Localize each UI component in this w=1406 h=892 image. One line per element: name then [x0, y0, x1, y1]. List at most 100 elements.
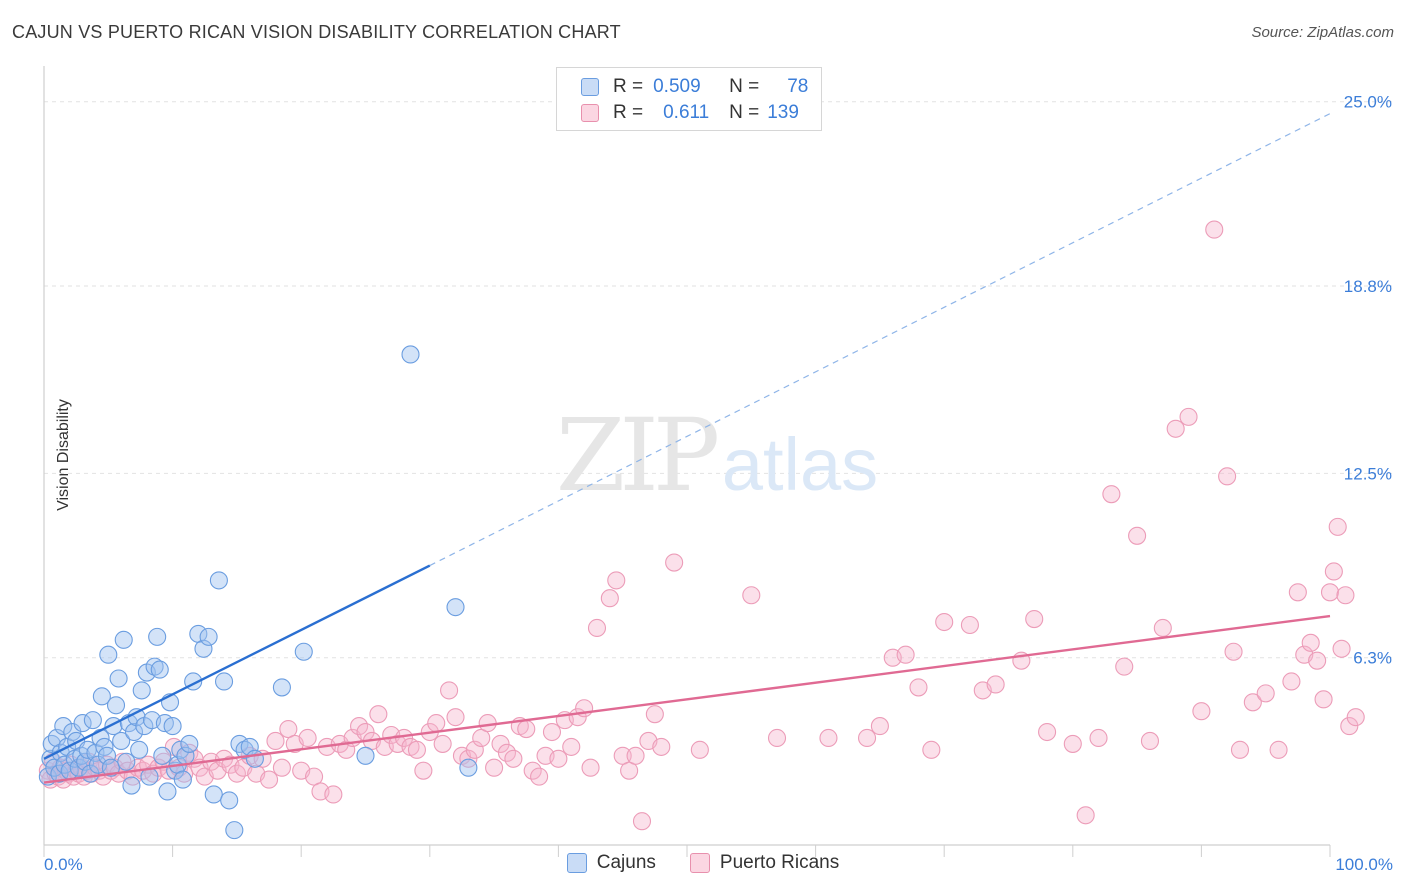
cajun-point: [97, 746, 117, 765]
puerto-rican-point: [530, 767, 549, 786]
cajun-point: [194, 639, 213, 658]
cajun-point: [73, 714, 92, 733]
cajun-point: [214, 672, 234, 691]
legend-row-puerto-ricans: R = 0.611 N = 139: [581, 101, 799, 125]
puerto-rican-point: [407, 740, 426, 759]
series-legend: Cajuns Puerto Ricans: [0, 852, 1406, 874]
cajun-point: [356, 746, 375, 765]
puerto-rican-point: [433, 734, 452, 753]
cajun-point: [63, 722, 82, 742]
legend-item-cajuns[interactable]: Cajuns: [566, 852, 656, 874]
legend-r-label: R =: [613, 76, 644, 97]
cajun-point: [199, 627, 218, 646]
cajun-point: [171, 740, 190, 759]
y-tick-label: 25.0%: [1344, 93, 1392, 112]
puerto-rican-point: [113, 752, 132, 771]
cajun-point: [230, 734, 249, 753]
cajun-point: [180, 734, 199, 753]
legend-r-value-puerto-ricans: 0.611: [663, 102, 710, 123]
cajun-point: [122, 776, 141, 795]
puerto-rican-point: [607, 571, 626, 590]
puerto-rican-point: [1224, 642, 1243, 661]
puerto-rican-point: [562, 737, 581, 756]
cajun-point: [245, 749, 264, 768]
puerto-rican-point: [549, 749, 568, 768]
cajun-point: [54, 717, 73, 736]
cajun-point: [209, 571, 228, 590]
puerto-rican-point: [1115, 657, 1134, 676]
cajun-point: [92, 687, 111, 706]
puerto-rican-point: [1166, 419, 1185, 438]
cajun-point: [294, 642, 313, 661]
puerto-rican-point: [485, 758, 504, 777]
legend-item-puerto-ricans[interactable]: Puerto Ricans: [689, 852, 840, 874]
y-tick-label: 18.8%: [1344, 277, 1392, 296]
puerto-rican-point: [1218, 467, 1237, 486]
puerto-rican-point: [1301, 633, 1320, 652]
puerto-rican-point: [1332, 639, 1351, 658]
legend-n-value-cajuns: 78: [787, 76, 809, 97]
puerto-rican-point: [652, 737, 671, 756]
puerto-rican-point: [1025, 609, 1044, 629]
cajun-point: [101, 758, 120, 777]
legend-r-label: R =: [613, 102, 644, 123]
legend-n-value-puerto-ricans: 139: [767, 102, 799, 123]
cajun-point: [225, 821, 244, 840]
puerto-rican-point: [626, 746, 645, 765]
legend-label-puerto-ricans: Puerto Ricans: [719, 852, 840, 873]
watermark-atlas: atlas: [722, 423, 878, 506]
cajun-point: [153, 746, 172, 765]
puerto-rican-point: [1346, 708, 1365, 727]
legend-swatch-cajuns: [566, 853, 587, 873]
y-tick-label: 12.5%: [1344, 464, 1392, 483]
source-label: Source: ZipAtlas.com: [1251, 24, 1394, 41]
puerto-rican-point: [1102, 485, 1121, 504]
puerto-rican-point: [1282, 672, 1301, 691]
puerto-rican-point: [896, 645, 915, 664]
puerto-rican-point: [1089, 728, 1108, 748]
cajun-point: [272, 678, 291, 697]
x-tick-label: 0.0%: [44, 855, 83, 874]
cajun-point: [112, 731, 131, 750]
legend-swatch-puerto-ricans: [581, 104, 599, 122]
cajun-point: [117, 752, 136, 771]
cajun-point: [158, 782, 177, 801]
cajun-point: [47, 728, 66, 748]
puerto-rican-point: [1320, 583, 1340, 602]
cajun-point: [114, 630, 133, 649]
legend-swatch-puerto-ricans: [689, 853, 710, 873]
cajun-point: [130, 740, 149, 759]
cajun-point: [106, 696, 126, 715]
cajun-point: [124, 722, 144, 742]
puerto-rican-point: [1314, 690, 1333, 709]
cajun-point: [148, 627, 167, 646]
puerto-rican-point: [369, 705, 388, 724]
cajun-point: [99, 645, 118, 664]
cajun-point: [50, 764, 69, 783]
cajun-point: [132, 681, 151, 700]
puerto-rican-point: [542, 722, 562, 742]
puerto-rican-point: [581, 758, 600, 777]
puerto-rican-point: [1243, 693, 1262, 712]
puerto-rican-point: [632, 812, 652, 831]
puerto-rican-point: [298, 728, 317, 748]
puerto-rican-point: [1076, 806, 1095, 825]
legend-n-label: N =: [729, 102, 760, 123]
puerto-rican-point: [742, 586, 761, 605]
watermark-zip: ZIP: [556, 397, 717, 514]
legend-label-cajuns: Cajuns: [596, 852, 656, 873]
puerto-rican-point: [819, 728, 838, 748]
cajun-point: [220, 791, 239, 810]
puerto-rican-point: [1192, 702, 1211, 721]
puerto-rican-point: [324, 785, 343, 804]
y-tick-label: 6.3%: [1353, 649, 1392, 668]
puerto-rican-point: [857, 728, 877, 748]
puerto-rican-point: [1269, 740, 1288, 759]
puerto-rican-point: [1324, 562, 1343, 581]
puerto-rican-point: [1308, 651, 1327, 670]
legend-n-label: N =: [729, 76, 760, 97]
puerto-rican-point: [446, 708, 465, 727]
puerto-rican-point: [1179, 407, 1198, 426]
cajun-point: [109, 669, 128, 688]
x-tick-label: 100.0%: [1335, 855, 1393, 874]
